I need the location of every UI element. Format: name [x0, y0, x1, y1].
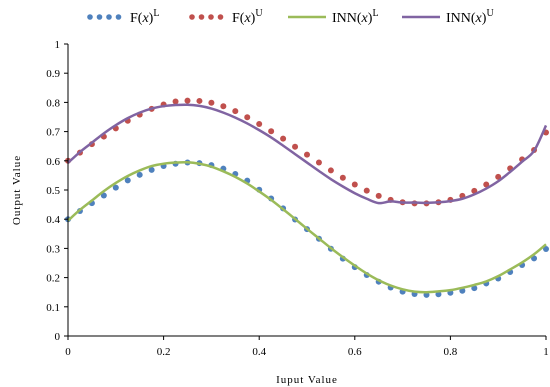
y-tick-label: 0.4 [46, 214, 60, 226]
legend-item: INN(x)L [288, 8, 379, 26]
legend-swatch-dot [87, 14, 93, 20]
y-tick-label: 0.7 [46, 127, 60, 139]
series-point [208, 99, 215, 106]
legend-label: F(x)U [232, 8, 263, 26]
x-tick-label: 0.8 [444, 346, 458, 358]
series-point [543, 245, 549, 252]
series-point [112, 184, 119, 191]
legend-swatch-dot [217, 14, 224, 20]
y-tick-label: 0.5 [46, 185, 60, 197]
legend: F(x)L F(x)U INN(x)L INN(x)U [87, 8, 494, 26]
y-tick-label: 0.3 [46, 243, 60, 255]
legend-swatch-dot [189, 14, 195, 20]
y-axis-label: Output Value [11, 155, 23, 225]
legend-label: INN(x)U [446, 8, 494, 26]
x-tick-label: 0.2 [157, 346, 171, 358]
series-line [67, 160, 547, 294]
series-point [280, 135, 287, 142]
legend-swatch-dot [198, 14, 205, 20]
plot-area: 0 0.2 0.4 0.6 0.8 1 0 0.1 0.2 0.3 0.4 0.5 0.6 0.7 0.8… [46, 39, 549, 358]
y-tick-label: 0.8 [46, 97, 60, 109]
series-point [495, 173, 502, 180]
legend-swatch-dot [115, 14, 122, 20]
y-tick-label: 0.9 [46, 68, 60, 80]
x-axis-ticks: 0 0.2 0.4 0.6 0.8 1 [65, 336, 549, 358]
x-tick-label: 1 [543, 346, 549, 358]
series-point [196, 97, 203, 104]
series-line [67, 103, 548, 205]
series-point [268, 128, 275, 135]
series-layer [65, 97, 549, 298]
series-point [327, 167, 334, 174]
legend-item: F(x)L [87, 8, 159, 26]
series-point [244, 114, 251, 121]
series-point [256, 121, 263, 128]
y-tick-label: 0.6 [46, 156, 60, 168]
series-point [232, 108, 239, 115]
legend-item: INN(x)U [402, 8, 494, 26]
legend-swatch-dot [208, 14, 214, 20]
series-point [292, 143, 299, 150]
series-point [304, 151, 310, 158]
legend-swatch-dot [106, 14, 112, 20]
series-point [220, 103, 227, 110]
series-4 [67, 103, 548, 205]
y-axis-ticks: 0 0.1 0.2 0.3 0.4 0.5 0.6 0.7 0.8 0.9 1 [46, 39, 68, 343]
legend-swatch-dot [96, 14, 103, 20]
series-point [184, 97, 191, 104]
y-tick-label: 0.2 [46, 273, 60, 285]
x-tick-label: 0.6 [348, 346, 362, 358]
series-point [315, 159, 322, 166]
series-3 [67, 160, 547, 294]
y-tick-label: 0.1 [46, 302, 60, 314]
series-point [351, 181, 358, 188]
series-point [100, 192, 107, 199]
series-point [339, 174, 346, 181]
legend-item: F(x)U [189, 8, 263, 26]
series-point [148, 166, 155, 173]
series-point [136, 171, 143, 178]
x-tick-label: 0.4 [252, 346, 266, 358]
x-tick-label: 0 [65, 346, 71, 358]
series-point [363, 187, 370, 194]
legend-label: INN(x)L [332, 8, 379, 26]
y-tick-label: 0 [55, 331, 61, 343]
x-axis-label: Iuput Value [276, 374, 338, 386]
series-point [172, 98, 179, 105]
series-point [471, 285, 478, 292]
series-point [375, 192, 382, 199]
legend-label: F(x)L [130, 8, 159, 26]
series-point [483, 181, 490, 188]
series-point [124, 177, 131, 184]
series-point [435, 291, 442, 298]
y-tick-label: 1 [55, 39, 61, 51]
